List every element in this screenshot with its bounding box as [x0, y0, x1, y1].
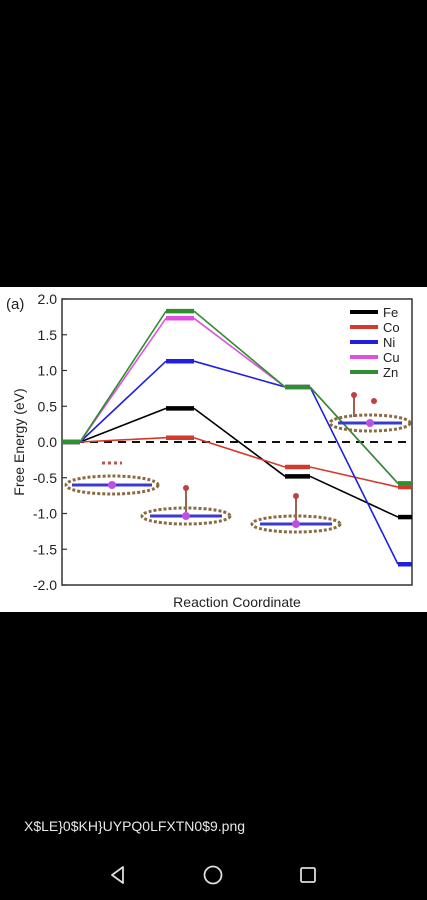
- legend-label: Fe: [383, 305, 398, 320]
- y-tick-label: -2.0: [33, 577, 57, 593]
- legend-label: Zn: [383, 365, 398, 380]
- y-tick-label: 1.0: [38, 363, 58, 379]
- triangle-back-icon: [111, 866, 124, 884]
- legend-label: Cu: [383, 350, 400, 365]
- energy-connector: [193, 436, 286, 468]
- molecule-structure-3: [250, 493, 342, 534]
- image-filename: X$LE}0$KH}UYPQ0LFXTN0$9.png: [24, 818, 246, 834]
- chart-figure: (a) Free Energy (eV) Reaction Coordinate…: [0, 287, 427, 612]
- circle-home-icon: [203, 865, 223, 885]
- back-button[interactable]: [98, 860, 138, 890]
- energy-connector: [309, 386, 399, 485]
- y-tick-label: -0.5: [33, 470, 57, 486]
- molecule-structure-2: [140, 485, 232, 526]
- molecule-structure-1: [64, 461, 160, 496]
- y-tick-label: 2.0: [38, 291, 58, 307]
- energy-connector: [79, 360, 167, 443]
- y-tick-label: 0.5: [38, 398, 58, 414]
- free-energy-chart: (a) Free Energy (eV) Reaction Coordinate…: [6, 291, 413, 610]
- energy-connector: [193, 407, 286, 477]
- energy-connector: [193, 317, 286, 388]
- energy-connector: [79, 310, 167, 443]
- recents-button[interactable]: [288, 860, 328, 890]
- home-button[interactable]: [193, 860, 233, 890]
- y-tick-label: 1.5: [38, 327, 58, 343]
- panel-label: (a): [6, 296, 24, 313]
- y-axis-label: Free Energy (eV): [11, 388, 27, 495]
- energy-connector: [193, 310, 286, 388]
- system-navigation-bar: [0, 850, 427, 900]
- legend-label: Ni: [383, 335, 395, 350]
- energy-connector: [309, 475, 399, 518]
- y-tick-label: 0.0: [38, 434, 58, 450]
- energy-connector: [193, 360, 286, 388]
- square-recents-icon: [300, 867, 316, 883]
- y-tick-label: -1.5: [33, 541, 57, 557]
- x-axis-label: Reaction Coordinate: [173, 594, 301, 610]
- molecule-structure-4: [328, 392, 412, 433]
- energy-connector: [79, 407, 167, 443]
- y-tick-label: -1.0: [33, 506, 57, 522]
- energy-connector: [79, 436, 167, 443]
- energy-connector: [309, 386, 399, 565]
- series-zn: [62, 308, 412, 486]
- legend-label: Co: [383, 320, 400, 335]
